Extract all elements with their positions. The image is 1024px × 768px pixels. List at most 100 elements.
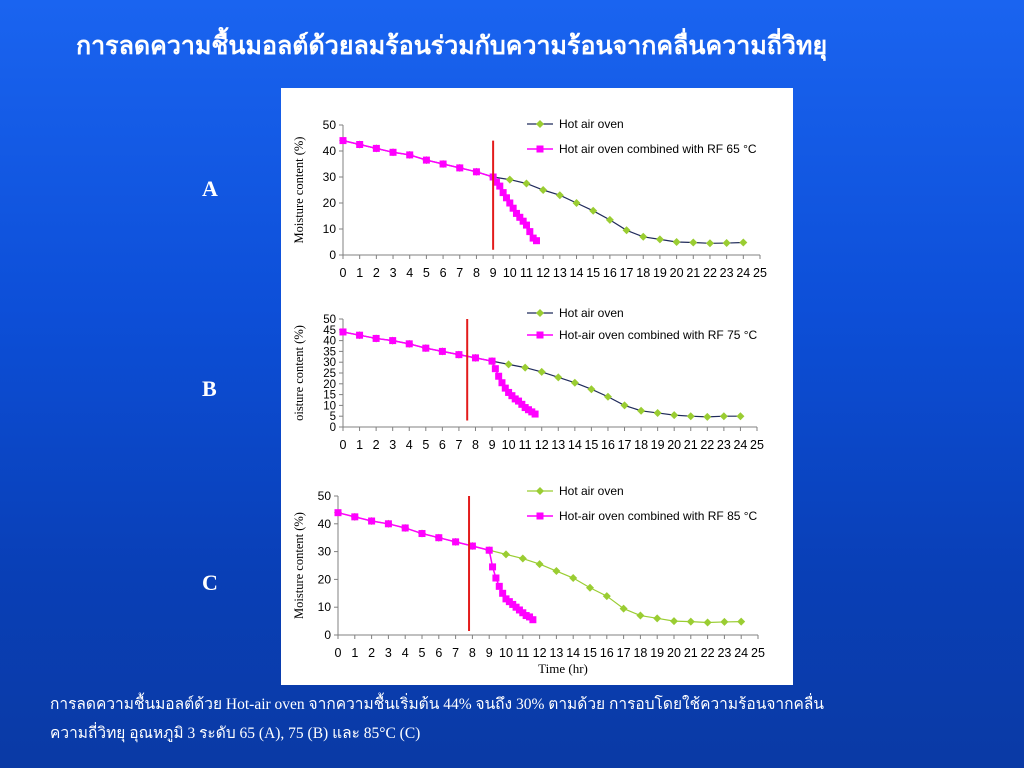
- x-tick-label: 18: [634, 438, 648, 452]
- data-point-rf: [422, 344, 430, 352]
- data-point-hot-air: [605, 215, 614, 224]
- data-point-rf: [492, 178, 500, 186]
- legend-label-rf: Hot-air oven combined with RF 85 °C: [559, 509, 758, 523]
- x-tick-label: 11: [520, 266, 533, 280]
- data-point-hot-air: [686, 617, 695, 626]
- x-tick-label: 12: [533, 646, 547, 660]
- data-point-rf: [455, 351, 463, 359]
- data-point-rf: [456, 164, 464, 172]
- x-tick-label: 7: [452, 646, 459, 660]
- data-point-rf: [384, 520, 392, 528]
- x-tick-label: 2: [373, 438, 380, 452]
- legend-label-hot-air: Hot air oven: [559, 484, 624, 498]
- y-tick-label: 20: [318, 572, 332, 586]
- x-tick-label: 19: [653, 266, 667, 280]
- series-line-rf: [337, 511, 534, 621]
- data-point-hot-air: [622, 226, 631, 235]
- series-line-rf: [342, 331, 536, 415]
- data-point-rf: [471, 354, 479, 362]
- y-tick-label: 0: [329, 248, 336, 262]
- x-tick-label: 9: [489, 438, 496, 452]
- y-tick-label: 50: [318, 489, 332, 503]
- data-point-hot-air: [722, 239, 731, 248]
- x-tick-label: 23: [720, 266, 734, 280]
- data-point-rf: [389, 148, 397, 156]
- caption-line-1: การลดความชื้นมอลต์ด้วย Hot-air oven จากค…: [50, 696, 824, 713]
- x-tick-label: 20: [667, 646, 681, 660]
- data-point-rf: [435, 534, 443, 542]
- data-point-rf: [491, 365, 499, 373]
- y-axis-title: Moisture content (%): [292, 512, 306, 619]
- data-point-hot-air: [521, 363, 530, 372]
- data-point-hot-air: [570, 378, 579, 387]
- data-point-hot-air: [518, 554, 527, 563]
- x-tick-label: 0: [340, 266, 347, 280]
- data-point-hot-air: [637, 406, 646, 415]
- data-point-rf: [422, 156, 430, 164]
- data-point-hot-air: [672, 238, 681, 246]
- data-point-hot-air: [689, 238, 698, 247]
- data-point-hot-air: [502, 550, 510, 559]
- data-point-hot-air: [522, 179, 531, 188]
- y-tick-label: 10: [323, 222, 337, 236]
- x-tick-label: 6: [440, 266, 447, 280]
- x-tick-label: 22: [701, 646, 715, 660]
- slide-title: การลดความชื้นมอลต์ด้วยลมร้อนร่วมกับความร…: [76, 33, 828, 60]
- data-point-hot-air: [586, 583, 594, 592]
- data-point-hot-air: [572, 199, 581, 207]
- data-point-rf: [351, 513, 359, 521]
- x-tick-label: 18: [633, 646, 647, 660]
- data-point-rf: [418, 530, 426, 538]
- data-point-rf: [489, 563, 497, 571]
- data-point-rf: [495, 582, 503, 590]
- x-tick-label: 4: [406, 438, 413, 452]
- data-point-rf: [512, 209, 520, 217]
- y-tick-label: 20: [323, 379, 336, 391]
- data-point-rf: [438, 347, 446, 355]
- x-tick-label: 14: [566, 646, 580, 660]
- data-point-hot-air: [603, 392, 612, 401]
- x-tick-label: 25: [751, 646, 765, 660]
- data-point-hot-air: [737, 617, 746, 626]
- data-point-rf: [406, 151, 414, 159]
- data-point-hot-air: [670, 617, 678, 626]
- data-point-hot-air: [703, 618, 712, 627]
- x-tick-label: 23: [717, 646, 731, 660]
- x-tick-label: 13: [553, 266, 567, 280]
- data-point-hot-air: [736, 412, 745, 421]
- y-tick-label: 0: [324, 628, 331, 642]
- panel-label-a: A: [202, 176, 218, 201]
- data-point-rf: [522, 221, 530, 229]
- y-tick-label: 40: [323, 144, 337, 158]
- x-tick-label: 1: [356, 266, 363, 280]
- data-point-rf: [339, 328, 347, 336]
- data-point-rf: [372, 144, 380, 152]
- x-tick-label: 10: [502, 438, 516, 452]
- data-point-rf: [439, 160, 447, 168]
- data-point-rf: [334, 509, 342, 517]
- data-point-rf: [468, 542, 476, 550]
- data-point-rf: [499, 589, 507, 597]
- x-tick-label: 1: [356, 438, 363, 452]
- x-tick-label: 16: [600, 646, 614, 660]
- data-point-rf: [372, 334, 380, 342]
- x-tick-label: 1: [351, 646, 358, 660]
- data-point-hot-air: [739, 238, 748, 247]
- x-tick-label: 2: [368, 646, 375, 660]
- chart-figure: 0 10 20 30 40 50 0 1 2 3 4 5 6 7 8 9 10 11 12 13 14 15 16 17 18 1…: [281, 88, 793, 685]
- x-tick-label: 3: [389, 438, 396, 452]
- data-point-hot-air: [539, 186, 548, 194]
- data-point-rf: [488, 357, 496, 365]
- legend-label-rf: Hot-air oven combined with RF 75 °C: [559, 328, 758, 342]
- x-tick-label: 6: [435, 646, 442, 660]
- y-tick-label: 10: [318, 600, 332, 614]
- data-point-rf: [492, 574, 500, 582]
- x-tick-label: 11: [516, 646, 529, 660]
- y-tick-label: 30: [323, 170, 337, 184]
- data-point-rf: [506, 199, 514, 207]
- slide-caption: การลดความชื้นมอลต์ด้วย Hot-air oven จากค…: [50, 690, 990, 748]
- legend-marker-hot-air: [536, 120, 544, 128]
- x-tick-label: 8: [472, 438, 479, 452]
- x-tick-label: 0: [340, 438, 347, 452]
- x-tick-label: 19: [651, 438, 665, 452]
